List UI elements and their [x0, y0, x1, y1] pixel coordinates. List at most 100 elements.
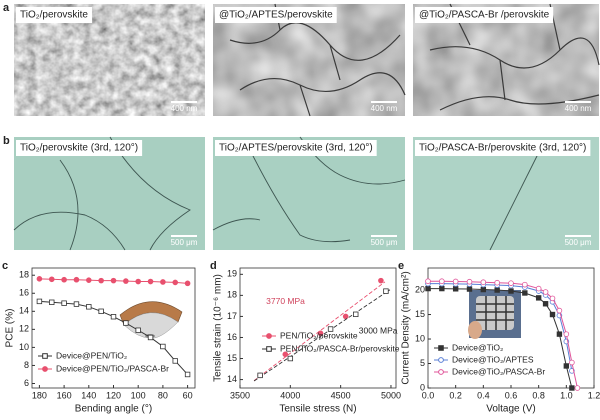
- marker: [425, 278, 431, 285]
- y-tick-label: 10: [415, 333, 425, 343]
- marker: [439, 278, 445, 285]
- legend-marker: [266, 333, 272, 339]
- y-tick-label: 12: [19, 324, 29, 334]
- x-tick-label: 160: [57, 390, 72, 400]
- marker: [466, 278, 473, 285]
- image-caption: TiO₂/perovskite (3rd, 120°): [20, 143, 138, 154]
- image-caption: TiO₂/perovskite: [20, 10, 88, 21]
- annotation: 3770 MPa: [266, 296, 305, 306]
- marker: [317, 330, 324, 337]
- x-tick-label: 1.2: [588, 390, 600, 400]
- scale-label: 500 μm: [371, 238, 398, 247]
- marker: [542, 301, 549, 307]
- marker: [110, 277, 117, 284]
- legend-label: Device@PEN/TiO₂: [56, 350, 127, 360]
- marker: [535, 285, 542, 292]
- marker: [569, 385, 575, 391]
- marker: [549, 295, 556, 302]
- y-tick-label: 0: [420, 382, 425, 392]
- image-caption: @TiO₂/PASCA-Br /perovskite: [419, 10, 550, 21]
- marker: [522, 281, 528, 288]
- scale-label: 500 μm: [565, 238, 592, 247]
- x-axis-label: Bending angle (°): [75, 404, 152, 415]
- x-tick-label: 120: [106, 390, 121, 400]
- panel-letter: d: [210, 260, 217, 272]
- legend-label: Device@TiO₂/PASCA-Br: [452, 366, 545, 376]
- panel-letter: e: [398, 260, 404, 272]
- caption-box: [415, 140, 591, 156]
- fit-line: [253, 289, 391, 382]
- marker: [135, 327, 141, 333]
- marker: [48, 276, 55, 283]
- caption-box: [215, 140, 377, 156]
- y-tick-label: 15: [415, 309, 425, 319]
- legend-label: Device@PEN/TiO₂/PASCA-Br: [56, 363, 169, 373]
- annotation: 3000 MPa: [359, 325, 398, 335]
- x-tick-label: 5000: [381, 390, 401, 400]
- marker: [172, 279, 179, 286]
- y-tick-label: 18: [227, 290, 237, 300]
- marker: [563, 363, 570, 369]
- marker: [61, 300, 67, 306]
- marker: [466, 286, 473, 292]
- scale-label: 500 μm: [171, 238, 198, 247]
- marker: [282, 351, 289, 358]
- scale-label: 400 nm: [371, 104, 398, 113]
- image-caption: TiO₂/APTES/perovskite (3rd, 120°): [219, 143, 373, 154]
- marker: [61, 276, 67, 283]
- y-tick-label: 17: [227, 311, 237, 321]
- marker: [508, 288, 514, 294]
- marker: [123, 320, 129, 326]
- x-axis-label: Voltage (V): [486, 404, 535, 415]
- x-tick-label: 0.4: [477, 390, 490, 400]
- legend-marker: [438, 357, 444, 363]
- x-tick-label: 3500: [230, 390, 250, 400]
- marker: [556, 331, 563, 337]
- inset-photo: [468, 290, 521, 339]
- legend-marker: [42, 353, 48, 359]
- marker: [36, 298, 43, 305]
- marker: [542, 289, 549, 295]
- marker: [508, 280, 514, 286]
- y-tick-label: 14: [19, 306, 29, 316]
- x-tick-label: 100: [131, 390, 146, 400]
- x-tick-label: 0.6: [505, 390, 518, 400]
- legend-label: Device@TiO₂: [452, 342, 503, 352]
- y-tick-label: 10: [19, 342, 29, 352]
- image-caption: @TiO₂/APTES/perovskite: [219, 10, 333, 21]
- image-caption: TiO₂/PASCA-Br/perovskite (3rd, 120°): [419, 143, 586, 154]
- y-tick-label: 5: [420, 358, 425, 368]
- legend-label: Device@TiO₂/APTES: [452, 354, 534, 364]
- marker: [257, 372, 263, 379]
- x-tick-label: 1.0: [560, 390, 573, 400]
- marker: [287, 355, 294, 362]
- y-axis-label: Current Density (mA/cm²): [401, 271, 412, 384]
- marker: [123, 278, 129, 284]
- marker: [86, 277, 92, 283]
- x-tick-label: 60: [183, 390, 193, 400]
- marker: [36, 276, 43, 282]
- marker: [556, 307, 563, 314]
- marker: [494, 279, 500, 286]
- marker: [563, 331, 570, 337]
- marker: [98, 277, 104, 284]
- marker: [569, 359, 575, 366]
- caption-box: [215, 7, 337, 23]
- marker: [184, 371, 191, 378]
- y-tick-label: 19: [227, 269, 237, 279]
- y-axis-label: Tensile strain (10⁻⁶ mm): [213, 274, 224, 382]
- x-tick-label: 140: [81, 390, 96, 400]
- marker: [378, 277, 384, 284]
- y-tick-label: 16: [227, 332, 237, 342]
- marker: [353, 311, 359, 318]
- panel-letter: c: [2, 260, 8, 272]
- marker: [452, 286, 459, 292]
- inset-film: [119, 301, 183, 339]
- marker: [425, 285, 431, 292]
- marker: [383, 288, 389, 294]
- panel-letter: b: [3, 135, 10, 147]
- caption-box: [16, 7, 92, 23]
- x-tick-label: 0.2: [449, 390, 462, 400]
- marker: [327, 326, 334, 332]
